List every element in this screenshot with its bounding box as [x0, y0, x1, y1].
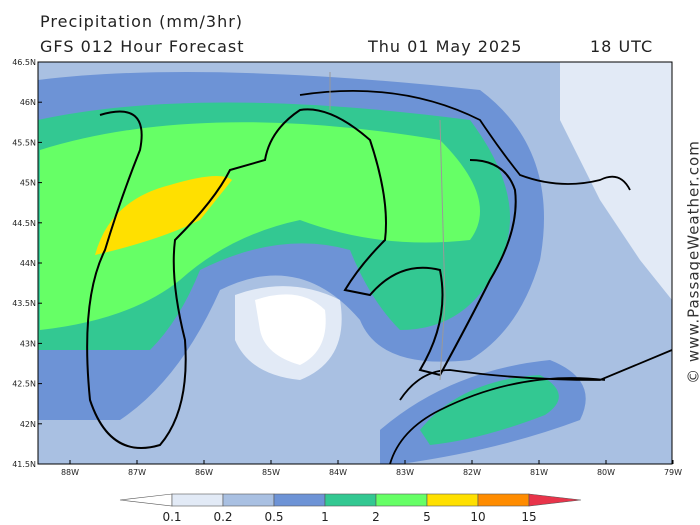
lat-label: 41.5N	[12, 460, 36, 469]
lon-label: 86W	[195, 468, 213, 477]
lat-label: 46N	[20, 98, 36, 107]
legend-label: 0.5	[264, 510, 283, 524]
border	[329, 72, 446, 381]
coastline	[389, 349, 672, 464]
lon-label: 88W	[61, 468, 79, 477]
legend-swatch	[477, 493, 530, 507]
watermark: © www.PassageWeather.com	[685, 140, 700, 384]
lon-label: 85W	[262, 468, 280, 477]
lon-label: 81W	[530, 468, 548, 477]
legend-swatch	[528, 493, 582, 507]
lat-label: 42.5N	[12, 380, 36, 389]
lon-label: 79W	[664, 468, 682, 477]
lon-label: 87W	[128, 468, 146, 477]
subtitle: GFS 012 Hour Forecast	[40, 37, 245, 56]
legend-swatch	[273, 493, 326, 507]
legend-swatch	[375, 493, 428, 507]
lon-label: 82W	[463, 468, 481, 477]
legend-label: 1	[321, 510, 329, 524]
title: Precipitation (mm/3hr)	[40, 12, 243, 31]
lat-label: 45.5N	[12, 138, 36, 147]
map	[37, 61, 673, 465]
legend-swatch	[426, 493, 479, 507]
lon-label: 84W	[329, 468, 347, 477]
precip-field	[95, 176, 232, 255]
lat-label: 42N	[20, 420, 36, 429]
legend-swatch	[119, 493, 173, 507]
legend-swatch	[222, 493, 275, 507]
lat-label: 44N	[20, 259, 36, 268]
legend-label: 5	[423, 510, 431, 524]
time: 18 UTC	[590, 37, 653, 56]
legend-label: 0.1	[162, 510, 181, 524]
legend-label: 0.2	[213, 510, 232, 524]
date: Thu 01 May 2025	[367, 37, 522, 56]
precip-field	[560, 62, 672, 300]
lat-label: 45N	[20, 179, 36, 188]
precip-field	[420, 375, 559, 445]
lat-label: 44.5N	[12, 219, 36, 228]
legend-label: 2	[372, 510, 380, 524]
legend-label: 10	[470, 510, 485, 524]
lat-label: 46.5N	[12, 58, 36, 67]
legend-swatch	[324, 493, 377, 507]
legend-swatch	[171, 493, 224, 507]
lon-label: 83W	[396, 468, 414, 477]
legend-label: 15	[521, 510, 536, 524]
lon-label: 80W	[597, 468, 615, 477]
precip-field	[40, 122, 480, 330]
precip-field	[255, 294, 326, 365]
lat-label: 43N	[20, 339, 36, 348]
coastline	[299, 90, 631, 191]
lat-label: 43.5N	[12, 299, 36, 308]
